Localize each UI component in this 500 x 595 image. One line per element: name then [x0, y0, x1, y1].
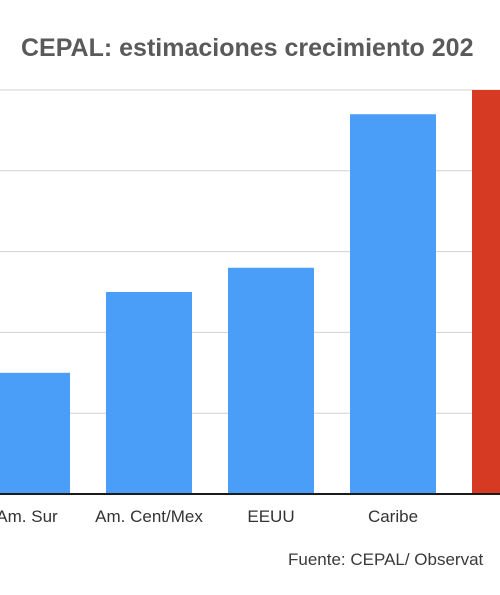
x-tick-label: EEUU	[247, 507, 294, 526]
bar-am-cent-mex	[106, 292, 192, 494]
x-tick-label: Am. Sur	[0, 507, 58, 526]
bar-ven	[472, 90, 500, 494]
source-note: Fuente: CEPAL/ Observat	[288, 550, 484, 569]
x-tick-label: Caribe	[368, 507, 418, 526]
bar-caribe	[350, 114, 436, 495]
chart-title: CEPAL: estimaciones crecimiento 202	[21, 34, 474, 62]
x-tick-label: Am. Cent/Mex	[95, 507, 203, 526]
bar-am-sur	[0, 372, 70, 494]
bar-eeuu	[228, 267, 314, 494]
